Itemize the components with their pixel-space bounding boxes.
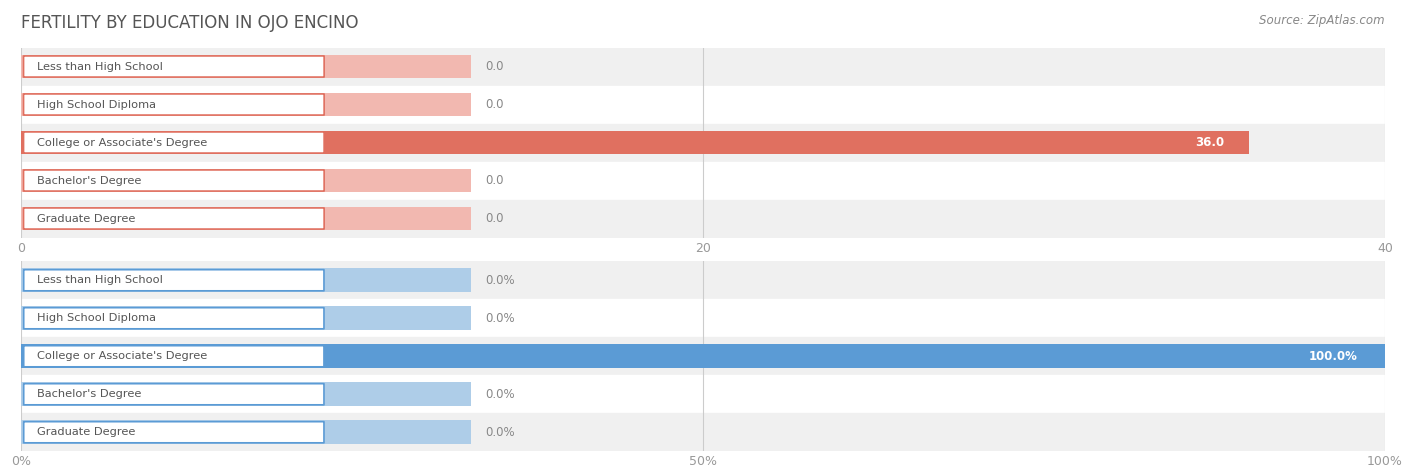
Bar	[21, 382, 471, 406]
Text: FERTILITY BY EDUCATION IN OJO ENCINO: FERTILITY BY EDUCATION IN OJO ENCINO	[21, 14, 359, 32]
Text: Bachelor's Degree: Bachelor's Degree	[38, 389, 142, 399]
Text: Source: ZipAtlas.com: Source: ZipAtlas.com	[1260, 14, 1385, 27]
FancyBboxPatch shape	[24, 94, 325, 115]
FancyBboxPatch shape	[24, 346, 323, 367]
Text: 0.0%: 0.0%	[485, 388, 515, 401]
Bar	[21, 124, 1385, 162]
Bar	[21, 375, 1385, 413]
Text: 0.0: 0.0	[485, 212, 503, 225]
Text: 100.0%: 100.0%	[1309, 350, 1358, 363]
Text: Graduate Degree: Graduate Degree	[38, 213, 136, 224]
Bar	[21, 55, 471, 78]
Bar	[21, 86, 1385, 124]
FancyBboxPatch shape	[24, 308, 323, 329]
FancyBboxPatch shape	[24, 270, 323, 291]
Text: 0.0%: 0.0%	[485, 312, 515, 325]
Text: 0.0%: 0.0%	[485, 274, 515, 287]
Bar	[21, 299, 1385, 337]
FancyBboxPatch shape	[24, 384, 323, 405]
Text: High School Diploma: High School Diploma	[38, 99, 156, 110]
FancyBboxPatch shape	[24, 422, 323, 443]
Bar	[21, 261, 1385, 299]
Bar	[21, 337, 1385, 375]
FancyBboxPatch shape	[24, 208, 325, 229]
Bar	[21, 200, 1385, 238]
Text: 0.0: 0.0	[485, 60, 503, 73]
Bar	[21, 306, 471, 330]
Bar	[21, 169, 471, 192]
Text: Less than High School: Less than High School	[38, 61, 163, 72]
Bar	[21, 420, 471, 444]
FancyBboxPatch shape	[24, 132, 325, 153]
FancyBboxPatch shape	[24, 56, 325, 77]
Text: Less than High School: Less than High School	[38, 275, 163, 285]
Bar	[21, 344, 1385, 368]
Text: 0.0: 0.0	[485, 98, 503, 111]
FancyBboxPatch shape	[24, 170, 325, 191]
Text: 0.0%: 0.0%	[485, 426, 515, 439]
Text: 36.0: 36.0	[1195, 136, 1225, 149]
Bar	[21, 93, 471, 116]
Text: 0.0: 0.0	[485, 174, 503, 187]
Text: College or Associate's Degree: College or Associate's Degree	[38, 137, 208, 148]
Bar	[21, 48, 1385, 86]
Bar	[21, 162, 1385, 199]
Text: Bachelor's Degree: Bachelor's Degree	[38, 175, 142, 186]
Bar	[21, 131, 1249, 154]
Text: Graduate Degree: Graduate Degree	[38, 427, 136, 437]
Bar	[21, 268, 471, 292]
Text: High School Diploma: High School Diploma	[38, 313, 156, 323]
Bar	[21, 207, 471, 230]
Bar	[21, 413, 1385, 451]
Text: College or Associate's Degree: College or Associate's Degree	[38, 351, 208, 361]
